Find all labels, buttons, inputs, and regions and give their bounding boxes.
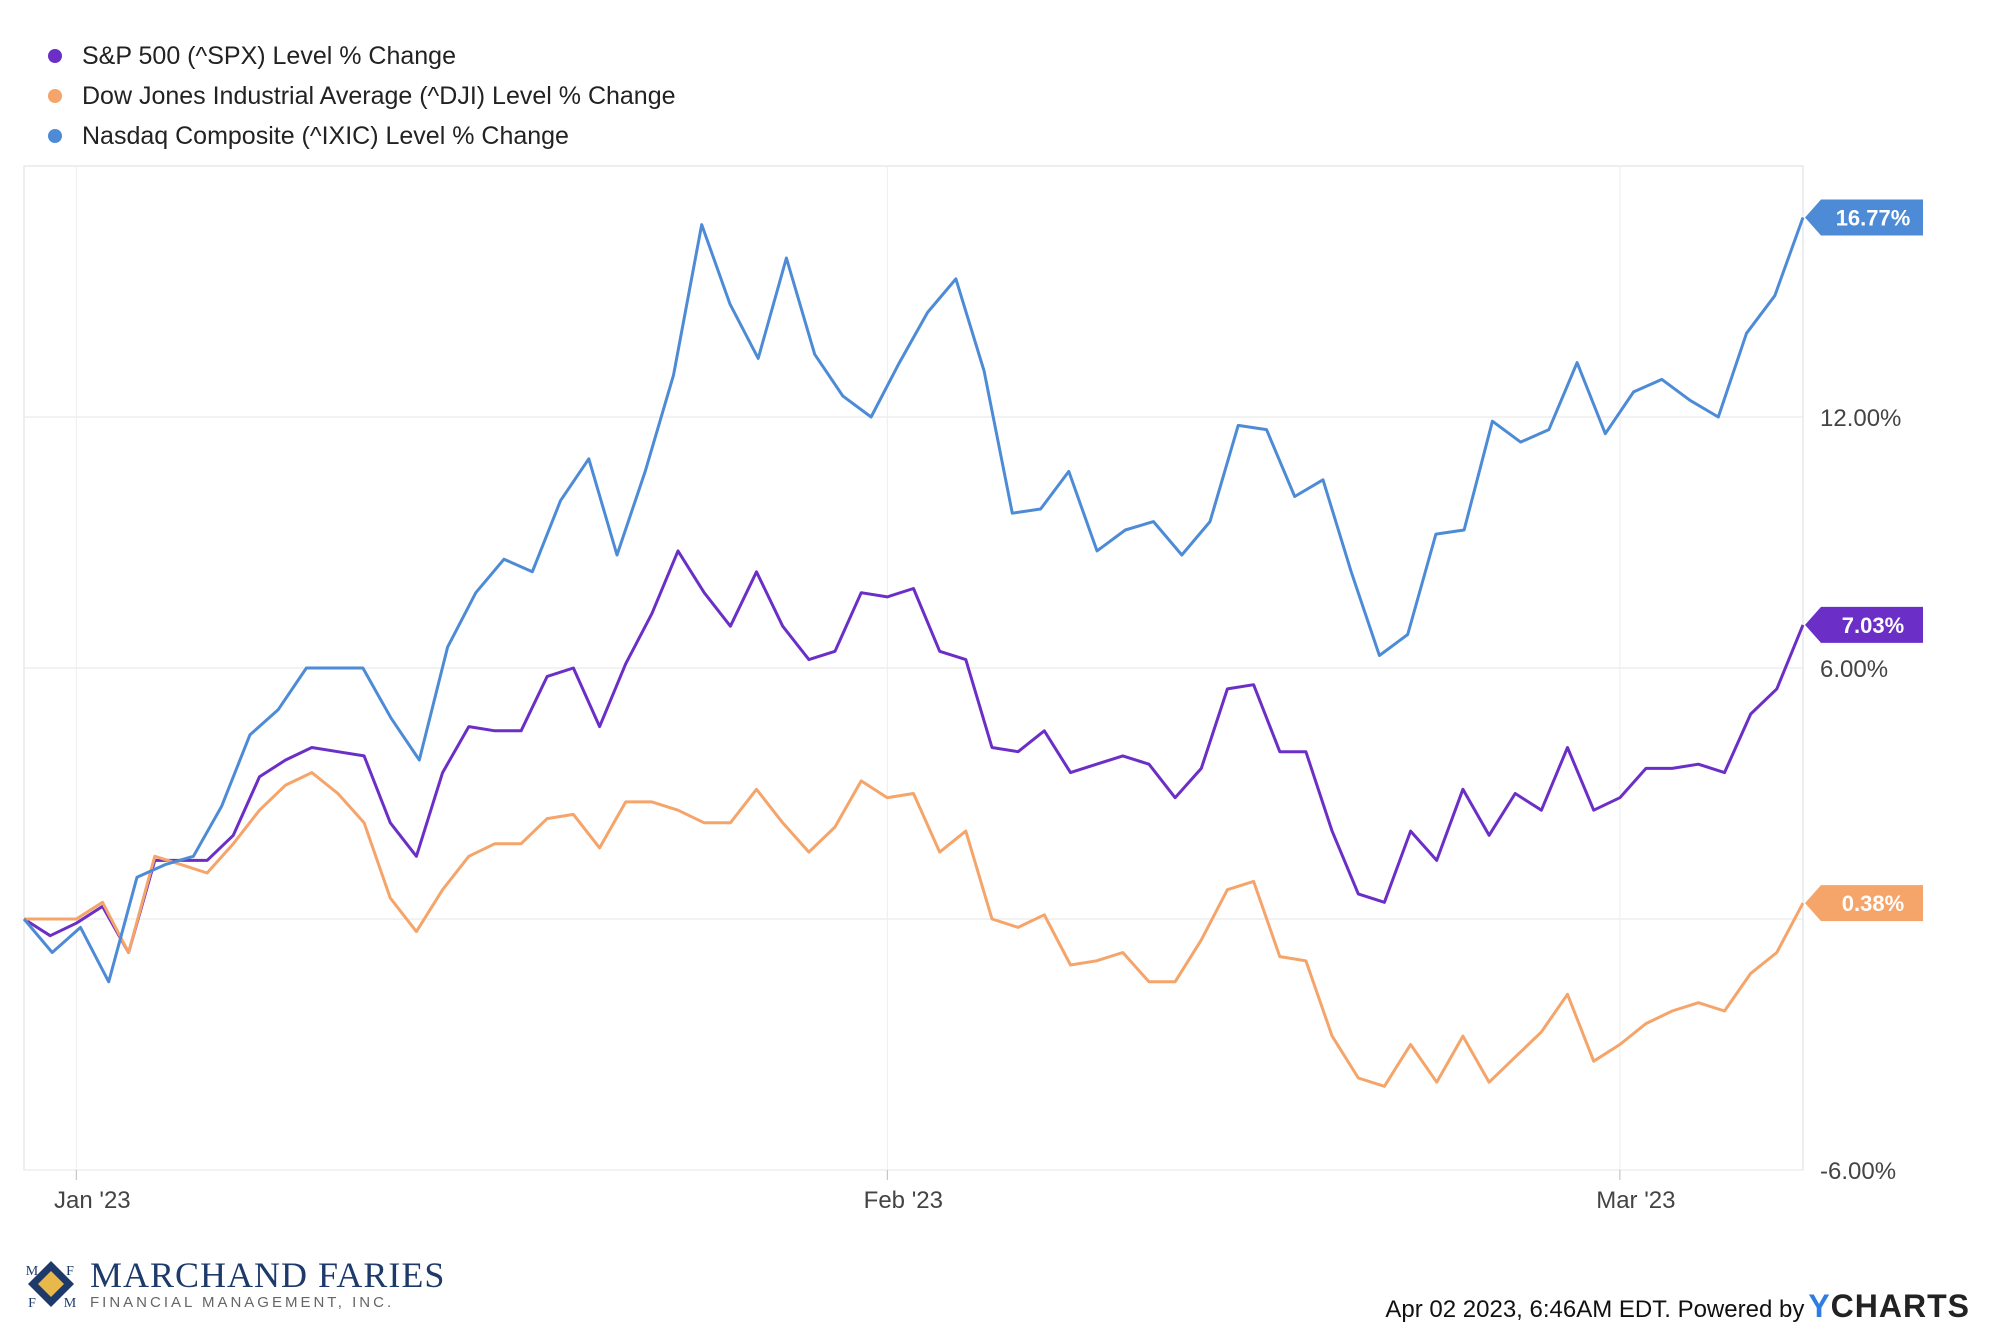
- series-line: [24, 771, 1805, 1088]
- end-label-text: 0.38%: [1842, 891, 1904, 916]
- logo-letter: M: [26, 1264, 39, 1279]
- logo-mark-icon: M F F M: [22, 1256, 80, 1311]
- legend-label: S&P 500 (^SPX) Level % Change: [82, 41, 456, 70]
- ycharts-logo[interactable]: YCHARTS: [1808, 1288, 1970, 1324]
- y-tick-label: -6.00%: [1820, 1158, 1896, 1185]
- end-label-text: 16.77%: [1836, 205, 1911, 230]
- footer-timestamp: Apr 02 2023, 6:46AM EDT.: [1385, 1296, 1671, 1323]
- chart-legend: S&P 500 (^SPX) Level % Change Dow Jones I…: [48, 36, 676, 156]
- logo-letter: M: [64, 1296, 77, 1311]
- logo-letter: F: [28, 1296, 36, 1311]
- logo-letter: F: [66, 1264, 74, 1279]
- footer-powered-by: Powered by: [1677, 1296, 1805, 1323]
- series-end-label: 0.38%: [1805, 885, 1923, 922]
- x-tick-label: Jan '23: [54, 1187, 131, 1214]
- y-tick-label: 12.00%: [1820, 405, 1901, 432]
- end-label-badge: [1805, 199, 1923, 236]
- footer-attribution: Apr 02 2023, 6:46AM EDT. Powered by YCHA…: [1385, 1288, 1970, 1325]
- legend-dot-icon: [48, 49, 62, 63]
- logo-name: MARCHAND FARIES: [90, 1255, 446, 1295]
- series-end-label: 16.77%: [1805, 199, 1923, 236]
- logo-subtitle: FINANCIAL MANAGEMENT, INC.: [90, 1294, 395, 1311]
- x-tick-label: Feb '23: [864, 1187, 943, 1214]
- y-tick-label: 6.00%: [1820, 656, 1888, 683]
- series-line: [23, 549, 1805, 954]
- legend-item[interactable]: S&P 500 (^SPX) Level % Change: [48, 36, 676, 76]
- x-tick-label: Mar '23: [1596, 1187, 1675, 1214]
- legend-item[interactable]: Dow Jones Industrial Average (^DJI) Leve…: [48, 76, 676, 116]
- legend-item[interactable]: Nasdaq Composite (^IXIC) Level % Change: [48, 116, 676, 156]
- legend-dot-icon: [48, 129, 62, 143]
- end-label-text: 7.03%: [1842, 613, 1904, 638]
- legend-label: Dow Jones Industrial Average (^DJI) Leve…: [82, 81, 676, 110]
- legend-label: Nasdaq Composite (^IXIC) Level % Change: [82, 121, 569, 150]
- series-line: [22, 216, 1805, 984]
- end-label-badge: [1805, 606, 1923, 643]
- end-label-badge: [1805, 885, 1923, 922]
- series-end-label: 7.03%: [1805, 606, 1923, 643]
- company-logo: M F F M MARCHAND FARIES FINANCIAL MANAGE…: [22, 1256, 445, 1311]
- legend-dot-icon: [48, 89, 62, 103]
